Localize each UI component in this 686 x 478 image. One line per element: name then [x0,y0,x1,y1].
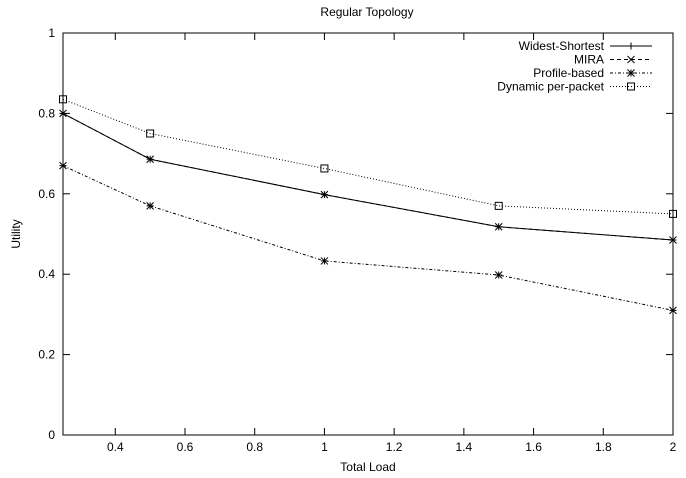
data-point-marker [146,129,155,138]
data-point-marker [669,209,677,218]
legend-entry: MIRA [574,53,652,67]
x-tick-label: 0.6 [177,440,194,454]
data-point-marker [627,69,635,77]
series-dynamic-per-packet [59,95,677,218]
y-tick-label: 0.8 [38,106,55,120]
legend: Widest-ShortestMIRAProfile-basedDynamic … [497,39,652,94]
x-tick-label: 0.8 [246,440,263,454]
legend-label: Profile-based [533,66,604,80]
x-tick-label: 1 [321,440,328,454]
chart-title: Regular Topology [320,5,413,19]
series-profile-based [59,161,677,315]
data-point-marker [320,190,329,199]
x-tick-label: 1.2 [386,440,403,454]
x-tick-label: 0.4 [107,440,124,454]
legend-entry: Widest-Shortest [519,39,652,53]
series-mira [59,109,677,244]
x-tick-label: 1.6 [525,440,542,454]
x-axis-label: Total Load [340,460,395,474]
legend-label: Dynamic per-packet [497,80,604,94]
data-point-marker [669,236,677,244]
series-line [62,98,674,215]
data-point-marker [59,161,67,170]
legend-entry: Dynamic per-packet [497,80,652,94]
data-point-marker [494,201,503,210]
data-point-marker [146,155,154,164]
y-tick-label: 0 [48,428,55,442]
y-axis-label: Utility [9,219,23,248]
y-tick-label: 0.6 [38,187,55,201]
x-tick-label: 2 [670,440,677,454]
data-point-marker [494,271,503,279]
series-line [62,112,674,241]
data-point-marker [494,222,503,231]
series-layer [59,95,677,315]
legend-label: Widest-Shortest [519,39,605,53]
x-tick-label: 1.4 [456,440,473,454]
data-point-marker [669,306,677,315]
data-point-marker [59,95,67,104]
x-tick-label: 1.8 [595,440,612,454]
data-point-marker [59,109,67,118]
series-line [62,165,674,311]
data-point-marker [627,55,635,64]
legend-label: MIRA [574,53,604,67]
data-point-marker [320,164,329,173]
data-point-marker [320,257,329,265]
axis-ticks: 0 0.2 0.4 0.6 0.8 1 0.4 0.6 0.8 1 1.2 1.4 1.6 1.8 2 [38,26,676,454]
plot-frame [62,32,674,436]
data-point-marker [627,42,635,50]
y-tick-label: 0.4 [38,267,55,281]
data-point-marker [627,82,635,91]
y-tick-label: 0.2 [38,348,55,362]
series-line [62,112,674,241]
y-tick-label: 1 [48,26,55,40]
data-point-marker [146,202,154,210]
legend-entry: Profile-based [533,66,652,80]
